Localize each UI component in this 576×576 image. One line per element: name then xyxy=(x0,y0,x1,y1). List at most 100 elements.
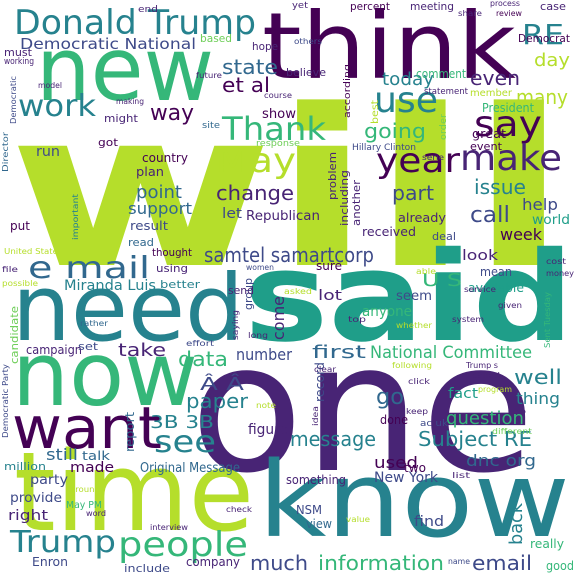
word-nsm: NSM xyxy=(296,503,322,517)
word-may-pm: May PM xyxy=(66,500,102,511)
word-top: top xyxy=(348,315,366,324)
word-percent: percent xyxy=(350,0,391,13)
word-provide: provide xyxy=(10,491,62,506)
word-samtel-samartcorp: samtel samartcorp xyxy=(204,243,374,267)
word-director: Director xyxy=(1,131,10,172)
word-comment: comment xyxy=(416,67,466,81)
word-people: people xyxy=(118,525,248,565)
word-made: made xyxy=(70,460,114,476)
word-report: report xyxy=(123,412,137,452)
word-result: result xyxy=(130,219,168,233)
word-put: put xyxy=(10,219,30,233)
word-et-al: et al xyxy=(222,73,270,97)
word-note: note xyxy=(256,401,276,410)
word-3b-3b: 3B 3B xyxy=(150,412,214,433)
word-group: group xyxy=(242,278,255,310)
word-possible: possible xyxy=(2,279,38,288)
word-meeting: meeting xyxy=(410,0,454,13)
word-idea: idea xyxy=(311,406,320,426)
word-u-s: U S xyxy=(422,270,462,291)
word-better: better xyxy=(160,278,201,291)
word-check: check xyxy=(226,505,252,514)
word-ac-uk: ac uk xyxy=(420,419,449,429)
word-received: received xyxy=(362,225,416,239)
word-day: day xyxy=(534,50,570,71)
word-money: money xyxy=(546,269,574,278)
word-event: event xyxy=(470,140,503,153)
word-read: read xyxy=(128,236,154,249)
word-must: must xyxy=(4,46,33,59)
word-service: service xyxy=(464,285,496,294)
word-whether: whether xyxy=(396,321,433,330)
word-subject-re: Subject RE xyxy=(418,427,532,451)
word-case: case xyxy=(540,0,566,13)
word-member: member xyxy=(470,88,513,99)
word-see: see xyxy=(154,425,216,460)
word-new: new xyxy=(36,18,214,121)
word-different: different xyxy=(492,427,532,436)
word-process: process xyxy=(490,0,520,8)
word-word: word xyxy=(86,509,106,518)
word-model: model xyxy=(38,81,62,90)
word-best: best xyxy=(370,100,381,124)
word-change: change xyxy=(216,181,294,205)
word-go: go xyxy=(376,385,404,410)
word-million: million xyxy=(4,460,46,473)
word-program: program xyxy=(478,385,512,394)
word-mean: mean xyxy=(480,265,512,279)
word-know: know xyxy=(258,439,570,561)
word-got: got xyxy=(98,136,119,149)
word-one: one xyxy=(190,305,535,512)
word-clear: clear xyxy=(314,365,337,374)
word-already: already xyxy=(398,211,446,225)
word-democrat: Democrat xyxy=(518,32,571,45)
word-job: job xyxy=(509,407,526,416)
word-site: site xyxy=(202,121,221,131)
word-country: country xyxy=(142,151,188,165)
word-message: message xyxy=(290,427,376,451)
word-list: list xyxy=(452,471,470,480)
word-information: information xyxy=(318,551,444,575)
word-need: need xyxy=(12,255,244,362)
word-republican: Republican xyxy=(246,209,320,224)
word-asked: asked xyxy=(284,287,312,296)
word-sent-tuesday: Sent Tuesday xyxy=(543,292,552,348)
word-much: much xyxy=(250,551,308,575)
word-review: review xyxy=(496,9,522,18)
word-original-message: Original Message xyxy=(140,461,240,476)
word-keep: keep xyxy=(406,407,428,416)
word-state: state xyxy=(222,55,278,79)
word-according: according xyxy=(343,64,353,118)
word-great: great xyxy=(472,127,506,141)
word-company: company xyxy=(186,555,240,569)
word-miranda-luis: Miranda Luis xyxy=(64,278,156,294)
word-work: work xyxy=(18,89,97,124)
word-democratic: Democratic xyxy=(9,76,18,124)
word-response: response xyxy=(256,139,300,149)
word-help: help xyxy=(522,195,558,214)
word-a-a: Â Â xyxy=(200,373,245,395)
word-national-committee: National Committee xyxy=(370,343,532,363)
word-show: show xyxy=(262,107,296,122)
word-data: data xyxy=(178,347,228,371)
word-include: include xyxy=(124,562,170,575)
word-thank: Thank xyxy=(221,110,327,148)
word-good: good xyxy=(546,559,574,573)
word-thing: thing xyxy=(516,389,560,408)
word-system: system xyxy=(452,315,484,324)
word-given: given xyxy=(498,301,522,310)
word-rather: rather xyxy=(80,319,109,328)
word-using: using xyxy=(156,262,188,275)
word-yet: yet xyxy=(292,1,309,11)
word-file: file xyxy=(2,265,18,274)
word-issue: issue xyxy=(474,175,526,199)
word-talk: talk xyxy=(82,449,110,463)
word-said: said xyxy=(244,226,574,370)
word-campaign: campaign xyxy=(26,343,82,357)
word-well: well xyxy=(514,365,562,389)
word-lot: lot xyxy=(318,288,343,304)
word-paper: paper xyxy=(186,389,249,413)
word-email: email xyxy=(472,551,532,575)
word-dnc-org: dnc org xyxy=(466,451,536,470)
word-interview: interview xyxy=(150,523,188,532)
